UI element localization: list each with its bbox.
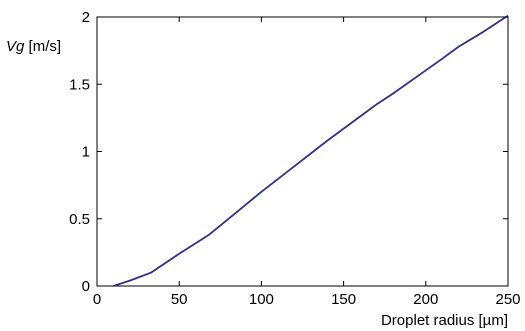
x-tick-label: 100: [249, 291, 274, 308]
y-axis-label-unit: [m/s]: [24, 38, 61, 55]
y-tick-label: 0: [82, 278, 90, 295]
x-tick-label: 250: [495, 291, 520, 308]
plot-area: [96, 14, 509, 287]
y-tick-label: 0.5: [69, 211, 90, 228]
x-tick-label: 0: [93, 291, 101, 308]
tick-labels: 0 50 100 150 200 250 0 0.5 1 1.5 2: [69, 9, 520, 308]
y-tick-label: 1.5: [69, 76, 90, 93]
y-axis-label-symbol: Vg: [6, 38, 25, 55]
y-axis-label: Vg [m/s]: [6, 38, 61, 55]
x-tick-label: 50: [171, 291, 188, 308]
x-tick-label: 200: [413, 291, 438, 308]
y-tick-label: 1: [82, 144, 90, 161]
series-line-0: [113, 14, 509, 287]
axis-ticks: [96, 16, 509, 287]
x-axis-label: Droplet radius [µm]: [381, 312, 508, 329]
x-tick-label: 150: [331, 291, 356, 308]
plot-frame: [96, 16, 509, 287]
y-tick-label: 2: [82, 9, 90, 26]
